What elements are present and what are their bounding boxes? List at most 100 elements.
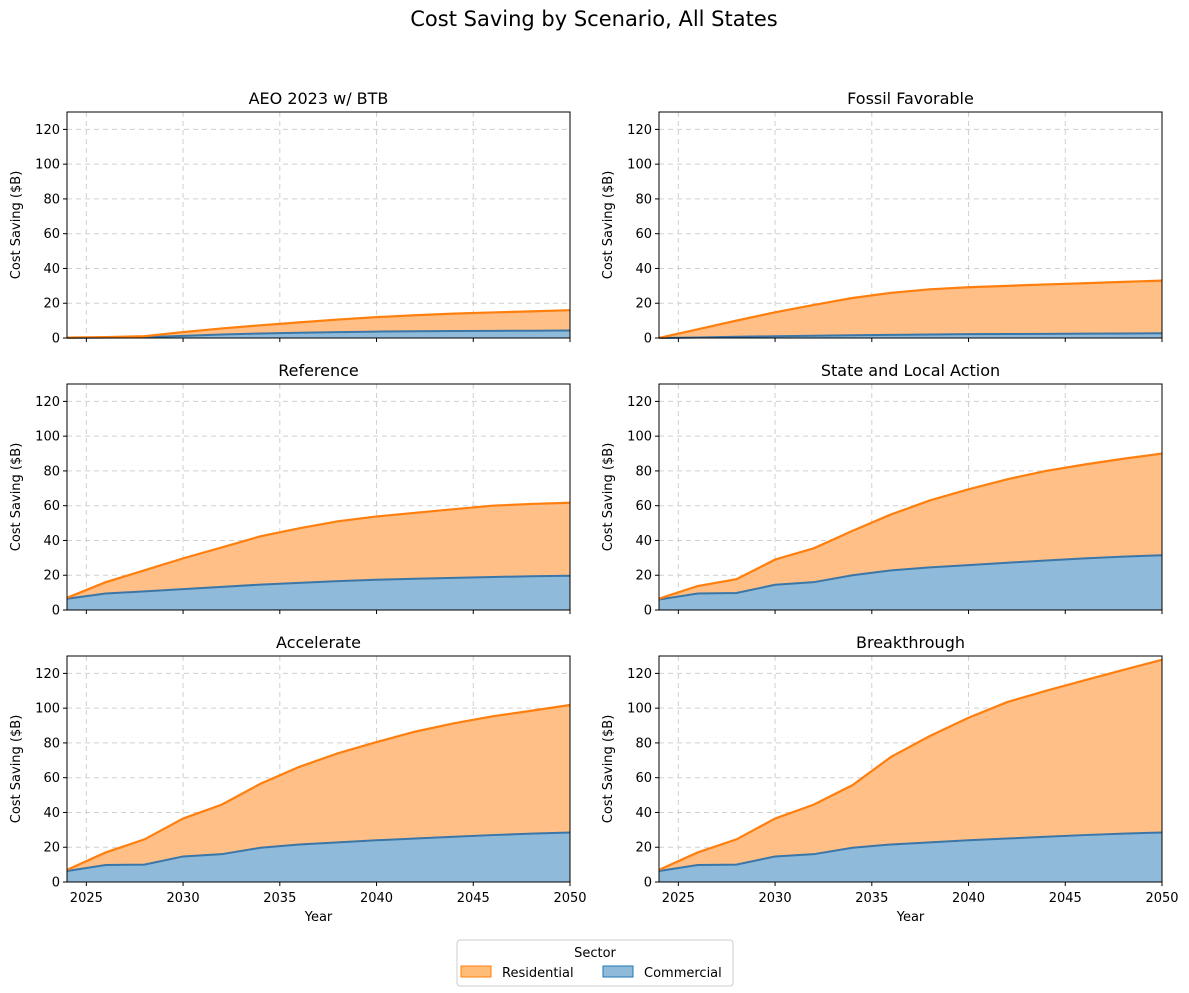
panel-title: State and Local Action (821, 361, 1000, 380)
y-tick-label: 100 (35, 702, 60, 717)
y-tick-label: 40 (635, 534, 652, 549)
figure-title: Cost Saving by Scenario, All States (410, 7, 777, 31)
axes-frame (658, 655, 1163, 883)
commercial-area (67, 575, 570, 610)
y-tick-label: 40 (635, 806, 652, 821)
axes-frame (66, 383, 571, 611)
commercial-area (659, 555, 1162, 610)
y-tick-label: 80 (43, 736, 60, 751)
legend-label-commercial: Commercial (644, 966, 722, 981)
y-axis-label: Cost Saving ($B) (601, 171, 616, 280)
legend-label-residential: Residential (502, 966, 574, 981)
x-tick-label: 2035 (855, 891, 888, 906)
commercial-line (658, 554, 1163, 601)
y-tick-label: 20 (635, 569, 652, 584)
y-tick-label: 60 (635, 771, 652, 786)
legend-swatch-commercial (602, 965, 634, 978)
commercial-line (66, 574, 571, 600)
axes-frame (658, 111, 1163, 339)
y-tick-label: 40 (43, 534, 60, 549)
y-tick-label: 20 (635, 297, 652, 312)
y-axis-label: Cost Saving ($B) (601, 715, 616, 824)
x-tick-label: 2025 (70, 891, 103, 906)
y-tick-label: 60 (43, 771, 60, 786)
panel-1: 0 20 40 60 80 100 120 Fossil Favorable Cost Savi… (601, 89, 1163, 347)
x-tick-label: 2050 (553, 891, 586, 906)
panel-2: 0 20 40 60 80 100 120 Reference Cost Saving ($B) (9, 361, 571, 619)
panel-title: Accelerate (276, 633, 361, 652)
residential-area (659, 659, 1162, 872)
x-tick-label: 2025 (662, 891, 695, 906)
y-tick-label: 40 (635, 262, 652, 277)
y-axis-label: Cost Saving ($B) (9, 171, 24, 280)
residential-area (659, 280, 1162, 338)
commercial-line (658, 332, 1163, 339)
y-tick-label: 20 (43, 297, 60, 312)
y-tick-label: 80 (43, 192, 60, 207)
y-tick-label: 0 (644, 332, 652, 347)
commercial-line (66, 831, 571, 873)
panel-0: 0 20 40 60 80 100 120 AEO 2023 w/ BTB Cost Savin… (9, 89, 571, 347)
y-tick-label: 80 (635, 736, 652, 751)
residential-line (66, 703, 571, 871)
y-tick-label: 120 (627, 395, 652, 410)
y-tick-label: 0 (52, 604, 60, 619)
residential-line (658, 658, 1163, 871)
y-tick-label: 80 (635, 464, 652, 479)
y-tick-label: 60 (43, 227, 60, 242)
y-tick-label: 80 (43, 464, 60, 479)
y-tick-label: 40 (43, 806, 60, 821)
y-tick-label: 100 (627, 430, 652, 445)
x-tick-label: 2045 (1049, 891, 1082, 906)
y-tick-label: 60 (635, 499, 652, 514)
x-axis-label: Year (304, 910, 333, 925)
y-tick-label: 20 (43, 569, 60, 584)
commercial-area (67, 832, 570, 882)
y-tick-label: 20 (635, 841, 652, 856)
y-tick-label: 100 (35, 158, 60, 173)
panel-title: Reference (278, 361, 359, 380)
y-axis-label: Cost Saving ($B) (9, 715, 24, 824)
x-axis-label: Year (896, 910, 925, 925)
panel-title: Fossil Favorable (847, 89, 974, 108)
y-tick-label: 0 (644, 604, 652, 619)
y-tick-label: 120 (627, 667, 652, 682)
x-tick-label: 2040 (952, 891, 985, 906)
y-axis-label: Cost Saving ($B) (9, 443, 24, 552)
residential-line (66, 501, 571, 599)
commercial-area (659, 832, 1162, 882)
x-tick-label: 2035 (263, 891, 296, 906)
panel-3: 0 20 40 60 80 100 120 State and Local Action Cos… (601, 361, 1163, 619)
x-tick-label: 2045 (457, 891, 490, 906)
y-tick-label: 80 (635, 192, 652, 207)
legend-title: Sector (574, 946, 616, 961)
y-tick-label: 120 (35, 395, 60, 410)
commercial-line (658, 831, 1163, 873)
y-tick-label: 100 (627, 158, 652, 173)
plot-area (67, 112, 570, 338)
axes-frame (658, 383, 1163, 611)
y-tick-label: 100 (35, 430, 60, 445)
x-tick-label: 2030 (759, 891, 792, 906)
y-tick-label: 0 (52, 876, 60, 891)
x-tick-label: 2040 (360, 891, 393, 906)
y-tick-label: 120 (627, 123, 652, 138)
residential-line (658, 452, 1163, 600)
x-tick-label: 2030 (167, 891, 200, 906)
x-tick-label: 2050 (1145, 891, 1178, 906)
y-tick-label: 120 (35, 123, 60, 138)
commercial-line (66, 329, 571, 339)
panel-title: AEO 2023 w/ BTB (249, 89, 389, 108)
y-tick-label: 20 (43, 841, 60, 856)
y-tick-label: 60 (43, 499, 60, 514)
axes-frame (66, 111, 571, 339)
residential-area (659, 453, 1162, 600)
axes-frame (66, 655, 571, 883)
residential-area (67, 502, 570, 599)
y-tick-label: 0 (644, 876, 652, 891)
y-tick-label: 0 (52, 332, 60, 347)
